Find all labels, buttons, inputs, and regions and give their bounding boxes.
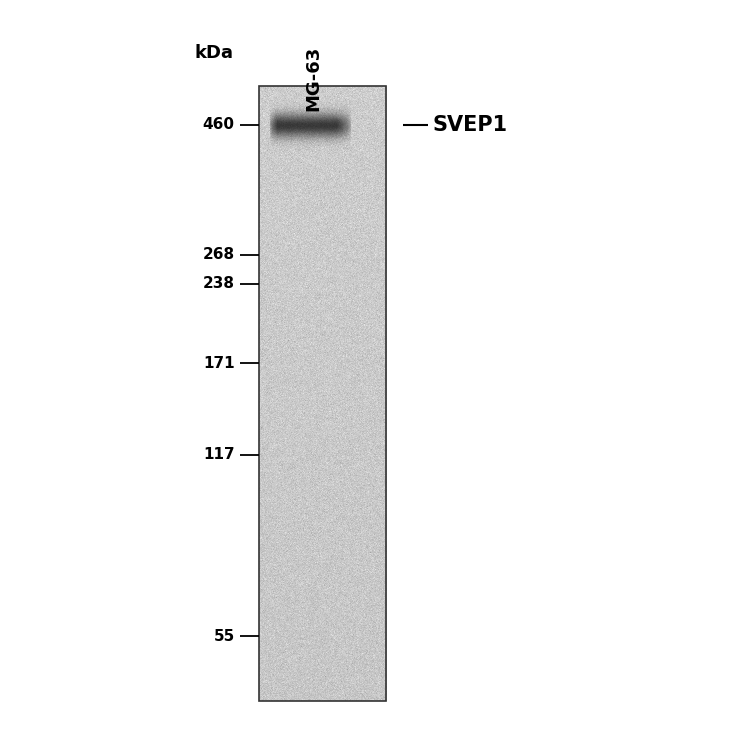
Bar [259, 86, 386, 701]
Text: 55: 55 [214, 628, 235, 644]
Text: MG-63: MG-63 [304, 46, 322, 112]
Text: 171: 171 [203, 356, 235, 370]
Text: SVEP1: SVEP1 [433, 115, 508, 135]
Text: 268: 268 [202, 248, 235, 262]
Text: 117: 117 [203, 447, 235, 462]
Text: kDa: kDa [195, 44, 234, 62]
Text: 460: 460 [202, 117, 235, 132]
Text: 238: 238 [202, 276, 235, 291]
